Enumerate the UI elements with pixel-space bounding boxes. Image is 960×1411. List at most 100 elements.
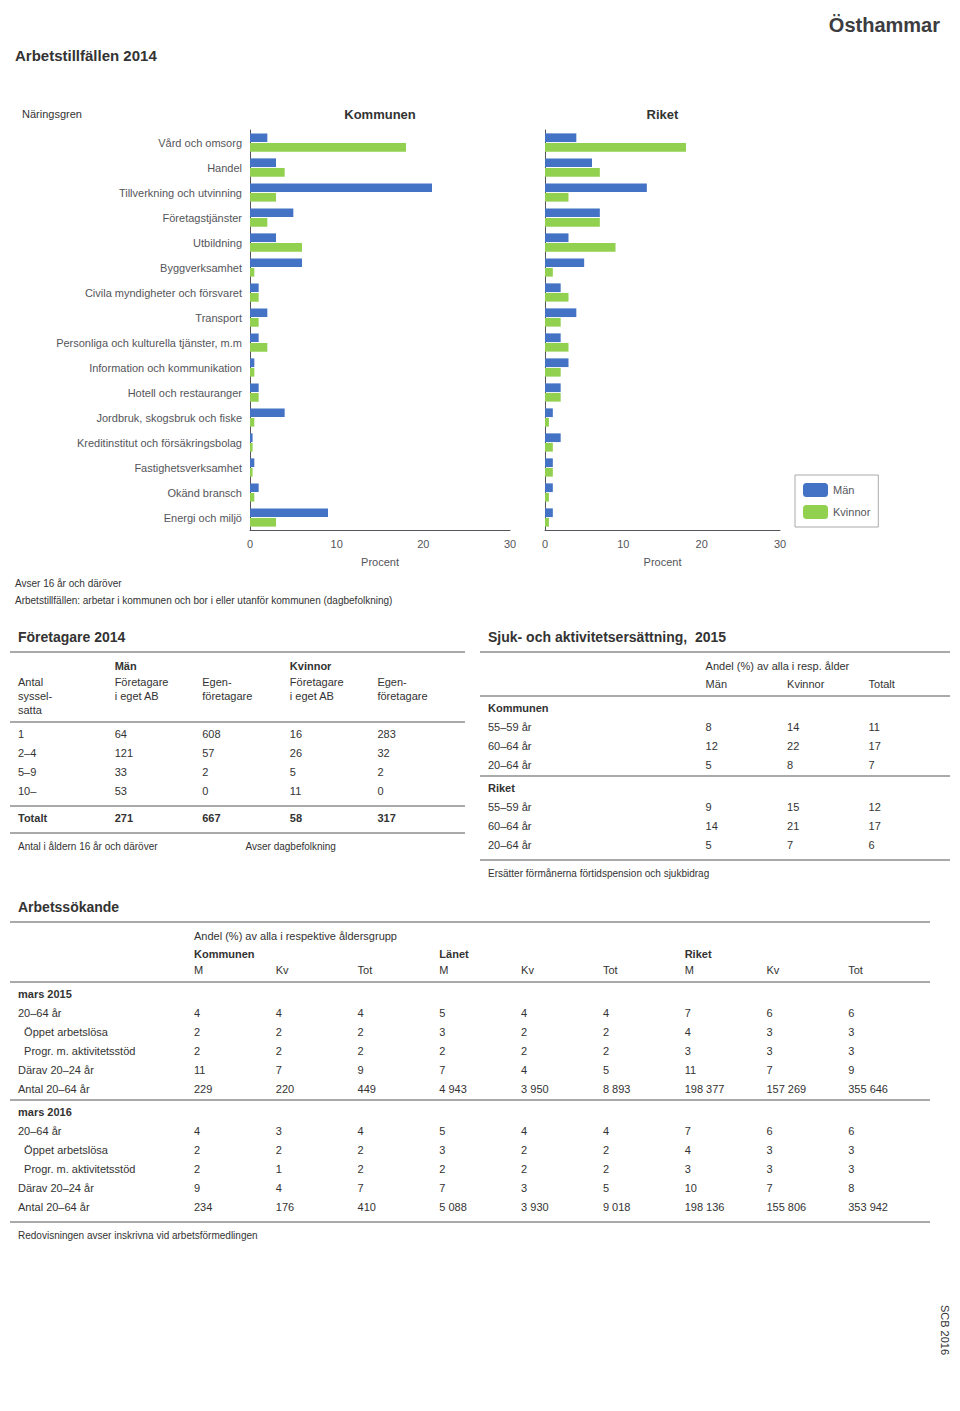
svg-text:58: 58	[290, 812, 302, 824]
svg-text:Därav 20–24 år: Därav 20–24 år	[18, 1182, 94, 1194]
svg-text:8: 8	[848, 1182, 854, 1194]
svg-text:26: 26	[290, 747, 302, 759]
svg-text:5: 5	[439, 1125, 445, 1137]
svg-text:1: 1	[18, 728, 24, 740]
svg-text:2: 2	[194, 1045, 200, 1057]
svg-text:16: 16	[290, 728, 302, 740]
svg-text:2: 2	[276, 1026, 282, 1038]
svg-text:Kvinnor: Kvinnor	[833, 506, 871, 518]
svg-text:3 950: 3 950	[521, 1083, 549, 1095]
svg-text:Personliga och kulturella tjän: Personliga och kulturella tjänster, m.m	[56, 337, 242, 349]
svg-text:företagare: företagare	[202, 690, 252, 702]
svg-text:Vård och omsorg: Vård och omsorg	[158, 137, 242, 149]
svg-text:5: 5	[603, 1182, 609, 1194]
svg-text:Kommunen: Kommunen	[488, 702, 549, 714]
svg-text:Arbetstillfällen: arbetar i ko: Arbetstillfällen: arbetar i kommunen och…	[15, 595, 392, 606]
svg-text:14: 14	[787, 721, 799, 733]
svg-text:6: 6	[766, 1007, 772, 1019]
svg-text:Riket: Riket	[488, 782, 515, 794]
svg-text:Män: Män	[115, 660, 137, 672]
svg-text:8 893: 8 893	[603, 1083, 631, 1095]
svg-text:Därav 20–24 år: Därav 20–24 år	[18, 1064, 94, 1076]
svg-text:608: 608	[202, 728, 220, 740]
svg-text:Totalt: Totalt	[869, 678, 895, 690]
svg-text:155 806: 155 806	[766, 1201, 806, 1213]
svg-text:Arbetstillfällen 2014: Arbetstillfällen 2014	[15, 47, 157, 64]
svg-text:Antal 20–64 år: Antal 20–64 år	[18, 1083, 90, 1095]
svg-text:Hotell och restauranger: Hotell och restauranger	[128, 387, 243, 399]
svg-text:20–64 år: 20–64 år	[488, 759, 532, 771]
svg-text:Tot: Tot	[603, 964, 618, 976]
svg-text:11: 11	[685, 1064, 696, 1076]
svg-text:2: 2	[603, 1163, 609, 1175]
svg-text:4: 4	[521, 1125, 527, 1137]
svg-text:5: 5	[290, 766, 296, 778]
svg-text:mars 2015: mars 2015	[18, 988, 72, 1000]
svg-text:Egen-: Egen-	[202, 676, 232, 688]
svg-text:55–59 år: 55–59 år	[488, 721, 532, 733]
svg-text:Näringsgren: Näringsgren	[22, 108, 82, 120]
svg-text:syssel-: syssel-	[18, 690, 53, 702]
svg-text:4: 4	[685, 1026, 691, 1038]
svg-text:3: 3	[766, 1144, 772, 1156]
svg-text:Kv: Kv	[521, 964, 534, 976]
svg-text:Procent: Procent	[644, 556, 682, 568]
svg-text:3: 3	[521, 1182, 527, 1194]
svg-text:Egen-: Egen-	[377, 676, 407, 688]
svg-text:9: 9	[358, 1064, 364, 1076]
svg-text:0: 0	[377, 785, 383, 797]
svg-text:3: 3	[848, 1045, 854, 1057]
svg-text:7: 7	[787, 839, 793, 851]
svg-text:353 942: 353 942	[848, 1201, 888, 1213]
svg-text:355 646: 355 646	[848, 1083, 888, 1095]
svg-text:4: 4	[358, 1125, 364, 1137]
svg-text:220: 220	[276, 1083, 294, 1095]
svg-text:Länet: Länet	[439, 948, 469, 960]
svg-text:Kvinnor: Kvinnor	[290, 660, 332, 672]
svg-text:Transport: Transport	[195, 312, 242, 324]
svg-text:SCB 2016: SCB 2016	[939, 1305, 951, 1355]
svg-text:Arbetssökande: Arbetssökande	[18, 899, 119, 915]
svg-text:4: 4	[521, 1064, 527, 1076]
svg-text:Män: Män	[706, 678, 727, 690]
svg-text:2–4: 2–4	[18, 747, 36, 759]
svg-text:21: 21	[787, 820, 799, 832]
svg-text:3: 3	[685, 1163, 691, 1175]
svg-text:0: 0	[202, 785, 208, 797]
svg-text:9: 9	[194, 1182, 200, 1194]
svg-text:4: 4	[603, 1125, 609, 1137]
svg-text:2: 2	[603, 1144, 609, 1156]
svg-text:0: 0	[247, 538, 253, 550]
svg-text:6: 6	[766, 1125, 772, 1137]
svg-text:3: 3	[276, 1125, 282, 1137]
svg-text:2: 2	[358, 1163, 364, 1175]
svg-text:3: 3	[848, 1026, 854, 1038]
svg-text:2: 2	[358, 1026, 364, 1038]
svg-text:11: 11	[194, 1064, 205, 1076]
svg-text:157 269: 157 269	[766, 1083, 806, 1095]
svg-text:Antal i åldern 16 år och däröv: Antal i åldern 16 år och däröver	[18, 841, 158, 852]
svg-text:7: 7	[358, 1182, 364, 1194]
svg-text:4: 4	[276, 1182, 282, 1194]
svg-text:2: 2	[439, 1045, 445, 1057]
svg-text:8: 8	[787, 759, 793, 771]
svg-text:Kreditinstitut och försäkrings: Kreditinstitut och försäkringsbolag	[77, 437, 242, 449]
svg-text:121: 121	[115, 747, 133, 759]
svg-text:Ersätter förmånerna förtidspen: Ersätter förmånerna förtidspension och s…	[488, 868, 709, 879]
svg-text:3: 3	[848, 1144, 854, 1156]
svg-text:Antal 20–64 år: Antal 20–64 år	[18, 1201, 90, 1213]
svg-text:5: 5	[439, 1007, 445, 1019]
svg-text:Sjuk- och aktivitetsersättning: Sjuk- och aktivitetsersättning, 2015	[488, 629, 726, 645]
svg-text:53: 53	[115, 785, 127, 797]
svg-text:64: 64	[115, 728, 127, 740]
svg-text:Företagare 2014: Företagare 2014	[18, 629, 126, 645]
svg-text:667: 667	[202, 812, 220, 824]
svg-text:12: 12	[869, 801, 881, 813]
svg-text:12: 12	[706, 740, 718, 752]
svg-text:Kv: Kv	[276, 964, 289, 976]
svg-text:Andel (%) av alla i respektive: Andel (%) av alla i respektive åldersgru…	[194, 930, 397, 942]
svg-text:Fastighetsverksamhet: Fastighetsverksamhet	[134, 462, 242, 474]
svg-text:Tillverkning och utvinning: Tillverkning och utvinning	[119, 187, 242, 199]
svg-text:Kommunen: Kommunen	[344, 107, 416, 122]
svg-text:Kvinnor: Kvinnor	[787, 678, 825, 690]
